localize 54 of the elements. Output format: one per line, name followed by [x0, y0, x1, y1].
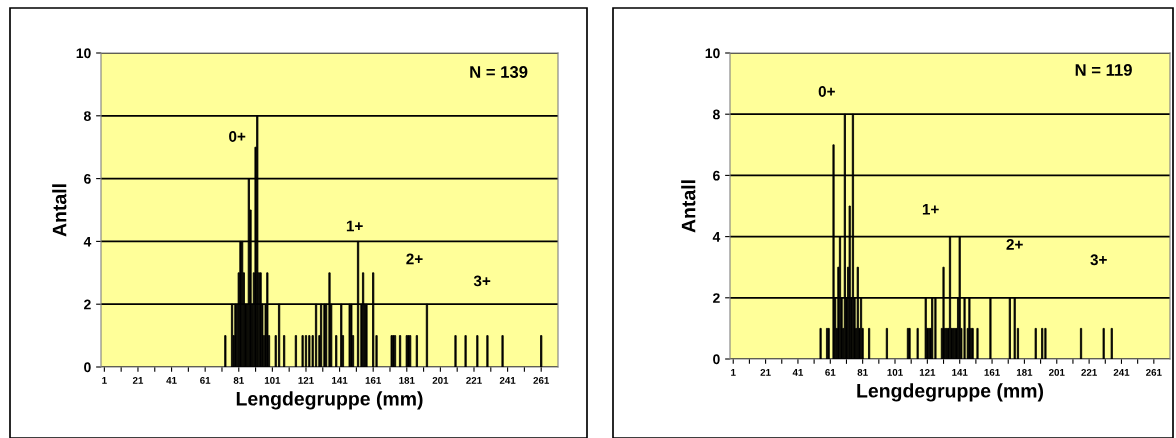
y-tick-label: 2	[713, 293, 720, 303]
x-tick-label: 61	[825, 368, 836, 376]
x-tick-label: 121	[298, 376, 314, 384]
x-tick-label: 161	[984, 368, 1000, 376]
y-tick-label: 10	[705, 48, 720, 59]
annotation: 2+	[406, 253, 423, 265]
x-tick-label: 201	[432, 376, 449, 384]
x-tick-label: 141	[332, 377, 348, 384]
x-tick-label: 181	[399, 376, 415, 384]
y-tick-label: 0	[713, 354, 720, 365]
annotation: 1+	[346, 220, 363, 232]
x-tick-label: 61	[200, 376, 211, 384]
annotation: 2+	[1006, 239, 1023, 250]
annotation: N = 119	[1075, 64, 1132, 76]
y-tick-label: 0	[84, 362, 91, 373]
y-tick-label: 8	[712, 109, 720, 120]
x-tick-label: 261	[1146, 368, 1162, 376]
y-axis-title: Antall	[681, 180, 696, 233]
x-tick-label: 241	[499, 376, 516, 384]
annotation: 0+	[818, 86, 835, 97]
x-tick-label: 41	[792, 369, 804, 376]
x-tick-label: 241	[1113, 368, 1130, 376]
x-tick-label: 261	[533, 376, 550, 384]
x-tick-label: 221	[1081, 368, 1097, 376]
y-axis-title: Antall	[52, 184, 67, 237]
x-tick-label: 181	[1016, 368, 1033, 376]
y-tick-label: 4	[83, 236, 92, 247]
y-tick-label: 10	[76, 48, 91, 59]
x-tick-label: 1	[731, 369, 736, 376]
y-tick-label: 4	[712, 232, 721, 242]
x-tick-label: 41	[166, 377, 177, 384]
x-tick-label: 81	[233, 376, 244, 384]
annotation: 1+	[922, 204, 939, 215]
x-axis-title: Lengdegruppe (mm)	[857, 383, 1044, 402]
x-tick-label: 161	[365, 376, 382, 384]
x-tick-label: 121	[919, 368, 936, 376]
x-tick-label: 21	[132, 376, 144, 384]
y-tick-label: 6	[713, 170, 720, 181]
y-tick-label: 8	[83, 111, 91, 121]
annotation: 0+	[229, 131, 246, 142]
x-tick-label: 201	[1048, 368, 1065, 376]
x-axis-title: Lengdegruppe (mm)	[236, 391, 423, 410]
annotation: 3+	[1090, 254, 1107, 266]
x-tick-label: 81	[857, 368, 868, 376]
annotation: 3+	[473, 275, 491, 287]
x-tick-label: 21	[760, 368, 771, 376]
annotation: N = 139	[470, 66, 528, 78]
x-tick-label: 1	[102, 377, 107, 384]
x-tick-label: 141	[952, 369, 968, 376]
x-tick-label: 221	[466, 376, 482, 384]
x-tick-label: 101	[887, 368, 903, 376]
x-tick-label: 101	[264, 376, 281, 384]
y-tick-label: 6	[84, 173, 91, 184]
y-tick-label: 2	[84, 299, 91, 310]
